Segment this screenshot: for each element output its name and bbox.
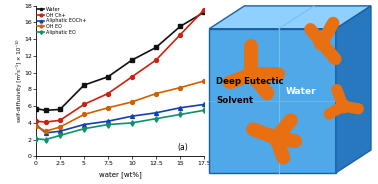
Circle shape [249,125,257,134]
Aliphatic EOCh+ [58,130,62,132]
Polygon shape [209,6,371,29]
Line: OH EO: OH EO [34,79,206,133]
Circle shape [268,130,284,145]
OH Ch+ [106,92,110,95]
Text: Solvent: Solvent [216,96,253,105]
Line: Aliphatic EOCh+: Aliphatic EOCh+ [34,102,206,135]
Circle shape [336,99,350,113]
Aliphatic EO [82,128,86,130]
OH Ch+ [43,121,48,123]
Circle shape [225,78,235,87]
Circle shape [247,42,256,51]
Circle shape [355,105,362,112]
Aliphatic EOCh+ [178,107,182,109]
Circle shape [243,66,260,83]
OH Ch+ [154,59,158,61]
Circle shape [287,116,295,124]
Circle shape [333,86,341,93]
Text: Deep Eutectic: Deep Eutectic [216,77,284,86]
Water [154,46,158,49]
Circle shape [279,153,288,162]
Aliphatic EOCh+ [202,103,206,106]
Circle shape [291,137,299,145]
OH Ch+ [202,9,206,11]
Circle shape [329,19,337,27]
OH EO [202,80,206,82]
Aliphatic EO [178,113,182,116]
Water [202,11,206,13]
X-axis label: water [wt%]: water [wt%] [99,171,141,178]
Aliphatic EO [130,122,134,124]
Legend: Water, OH Ch+, Aliphatic EOCh+, OH EO, Aliphatic EO: Water, OH Ch+, Aliphatic EOCh+, OH EO, A… [37,6,87,35]
OH Ch+ [130,76,134,78]
Circle shape [325,110,333,118]
Y-axis label: self-diffusivity [m²s⁻¹] × 10⁻¹⁰: self-diffusivity [m²s⁻¹] × 10⁻¹⁰ [17,40,22,122]
Aliphatic EO [106,123,110,126]
Water [34,107,38,110]
Circle shape [314,35,329,50]
OH Ch+ [34,120,38,122]
Circle shape [273,70,282,79]
OH Ch+ [58,119,62,121]
Circle shape [263,89,272,98]
OH Ch+ [178,34,182,36]
Aliphatic EOCh+ [82,123,86,126]
OH EO [178,86,182,89]
Water [58,108,62,111]
Water [82,84,86,86]
Line: Aliphatic EO: Aliphatic EO [34,108,206,141]
Aliphatic EOCh+ [130,115,134,117]
OH EO [58,126,62,128]
Line: Water: Water [34,10,206,112]
OH EO [43,130,48,132]
OH EO [106,107,110,109]
Water [178,25,182,28]
Aliphatic EOCh+ [106,120,110,122]
OH EO [130,101,134,103]
Circle shape [331,55,339,63]
OH EO [34,125,38,127]
Water [130,59,134,61]
OH EO [82,113,86,116]
Text: (a): (a) [177,143,187,152]
Aliphatic EO [202,109,206,111]
OH EO [154,92,158,95]
Line: OH Ch+: OH Ch+ [34,8,206,124]
Water [106,76,110,78]
Aliphatic EO [43,139,48,141]
Aliphatic EO [154,118,158,120]
Aliphatic EOCh+ [34,123,38,126]
Polygon shape [209,29,336,173]
Aliphatic EO [34,138,38,140]
Aliphatic EO [58,134,62,137]
Aliphatic EOCh+ [154,112,158,114]
Aliphatic EOCh+ [43,132,48,134]
Water [43,109,48,111]
OH Ch+ [82,103,86,106]
Text: Water: Water [286,88,316,96]
Polygon shape [336,6,371,173]
Circle shape [307,25,314,33]
